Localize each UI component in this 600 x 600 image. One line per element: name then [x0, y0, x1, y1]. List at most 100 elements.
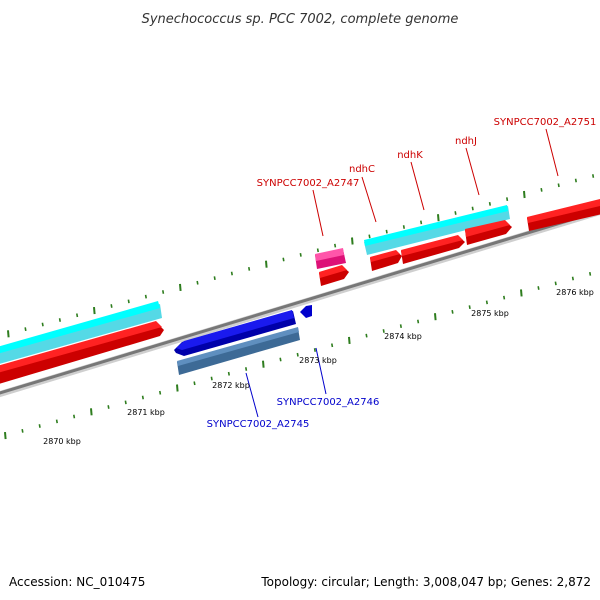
reverse-tick-mark — [124, 400, 127, 405]
reverse-tick-mark — [107, 405, 110, 409]
forward-tick-mark — [230, 271, 233, 276]
reverse-tick-mark — [296, 352, 299, 357]
topology-summary: Topology: circular; Length: 3,008,047 bp… — [260, 575, 591, 589]
scale-label-2870: 2870 kbp — [43, 437, 81, 446]
forward-tick-mark — [213, 276, 216, 281]
reverse-tick-mark — [141, 395, 144, 400]
reverse-tick-mark — [589, 271, 592, 276]
forward-tick-mark — [574, 178, 577, 183]
reverse-tick-mark — [262, 360, 265, 368]
feature-rna — [315, 248, 346, 269]
forward-tick-mark — [334, 243, 337, 248]
forward-tick-mark — [110, 304, 113, 308]
reverse-tick-mark — [21, 428, 24, 433]
reverse-tick-mark — [503, 295, 506, 300]
reverse-tick-mark — [571, 276, 574, 281]
scale-label-2875: 2875 kbp — [471, 309, 509, 318]
scale-labels: 2870 kbp 2871 kbp 2872 kbp 2873 kbp 2874… — [43, 288, 594, 446]
feature-cds-ndhJ — [465, 220, 512, 245]
reverse-tick-mark — [55, 419, 58, 424]
forward-tick-track — [7, 174, 595, 338]
forward-tick-mark — [471, 206, 474, 211]
forward-tick-mark — [162, 290, 165, 294]
accession-text: Accession: NC_010475 — [9, 575, 145, 589]
forward-tick-mark — [265, 260, 268, 268]
label-a2745: SYNPCC7002_A2745 — [207, 372, 310, 430]
reverse-tick-mark — [382, 329, 385, 333]
scale-label-2872: 2872 kbp — [212, 381, 250, 390]
feature-gene-a2745 — [177, 327, 300, 375]
reverse-tick-mark — [73, 414, 76, 419]
reverse-tick-mark — [193, 381, 196, 386]
label-ndhJ: ndhJ — [455, 136, 480, 196]
forward-tick-mark — [179, 283, 182, 291]
map-title: Synechococcus sp. PCC 7002, complete gen… — [142, 12, 459, 27]
forward-tick-mark — [385, 229, 388, 234]
reverse-tick-mark — [159, 390, 162, 395]
svg-text:SYNPCC7002_A2746: SYNPCC7002_A2746 — [277, 397, 380, 408]
reverse-tick-mark — [4, 432, 7, 440]
genome-backbone — [0, 208, 600, 398]
svg-text:SYNPCC7002_A2747: SYNPCC7002_A2747 — [257, 178, 360, 189]
reverse-tick-mark — [313, 348, 316, 352]
feature-gene-ndh-operon — [364, 205, 510, 255]
forward-tick-mark — [540, 187, 543, 192]
forward-tick-mark — [402, 225, 405, 229]
forward-tick-mark — [557, 183, 560, 188]
forward-tick-mark — [592, 174, 595, 178]
reverse-tick-mark — [279, 357, 282, 362]
feature-cds-ndhK — [401, 235, 465, 264]
forward-tick-mark — [368, 234, 371, 239]
reverse-tick-mark — [520, 289, 523, 297]
forward-tick-mark — [523, 190, 526, 199]
forward-tick-mark — [282, 257, 285, 262]
scale-label-2871: 2871 kbp — [127, 408, 165, 417]
forward-tick-mark — [488, 201, 491, 206]
forward-tick-mark — [454, 211, 457, 215]
reverse-tick-mark — [348, 336, 351, 344]
forward-tick-mark — [248, 266, 251, 271]
reverse-tick-mark — [451, 309, 454, 314]
reverse-tick-mark — [399, 324, 402, 329]
reverse-tick-mark — [485, 300, 488, 305]
reverse-tick-mark — [227, 371, 230, 376]
forward-tick-mark — [93, 307, 96, 315]
scale-label-2874: 2874 kbp — [384, 332, 422, 341]
forward-tick-mark — [351, 237, 354, 245]
forward-tick-mark — [506, 197, 509, 202]
svg-text:ndhJ: ndhJ — [455, 136, 477, 147]
reverse-tick-mark — [331, 343, 334, 348]
reverse-tick-mark — [417, 319, 420, 324]
feature-cds-a2745 — [174, 310, 296, 356]
label-a2747: SYNPCC7002_A2747 — [257, 178, 360, 237]
reverse-tick-mark — [434, 313, 437, 321]
forward-tick-mark — [299, 252, 302, 257]
label-a2751: SYNPCC7002_A2751 — [494, 117, 596, 177]
forward-tick-mark — [196, 280, 199, 285]
forward-tick-mark — [76, 313, 79, 318]
forward-tick-mark — [41, 322, 44, 327]
reverse-tick-mark — [176, 384, 179, 392]
scale-label-2876: 2876 kbp — [556, 288, 594, 297]
feature-left-gene — [0, 301, 162, 364]
forward-tick-mark — [127, 299, 130, 304]
forward-tick-mark — [7, 330, 10, 338]
forward-tick-mark — [420, 220, 423, 225]
reverse-tick-mark — [468, 305, 471, 310]
feature-cds-a2746 — [300, 305, 312, 318]
feature-left-cds — [0, 321, 164, 384]
forward-tick-mark — [58, 318, 61, 322]
forward-tick-mark — [437, 214, 440, 222]
forward-tick-mark — [144, 294, 147, 299]
feature-cds-a2751 — [527, 199, 600, 231]
label-a2746: SYNPCC7002_A2746 — [277, 347, 380, 408]
reverse-tick-mark — [210, 376, 213, 381]
feature-cds-a2747 — [319, 265, 349, 286]
forward-tick-mark — [24, 327, 27, 332]
label-ndhK: ndhK — [397, 150, 425, 211]
scale-label-2873: 2873 kbp — [299, 356, 337, 365]
forward-tick-mark — [316, 248, 319, 253]
svg-text:SYNPCC7002_A2745: SYNPCC7002_A2745 — [207, 419, 310, 430]
reverse-tick-track — [4, 271, 592, 440]
